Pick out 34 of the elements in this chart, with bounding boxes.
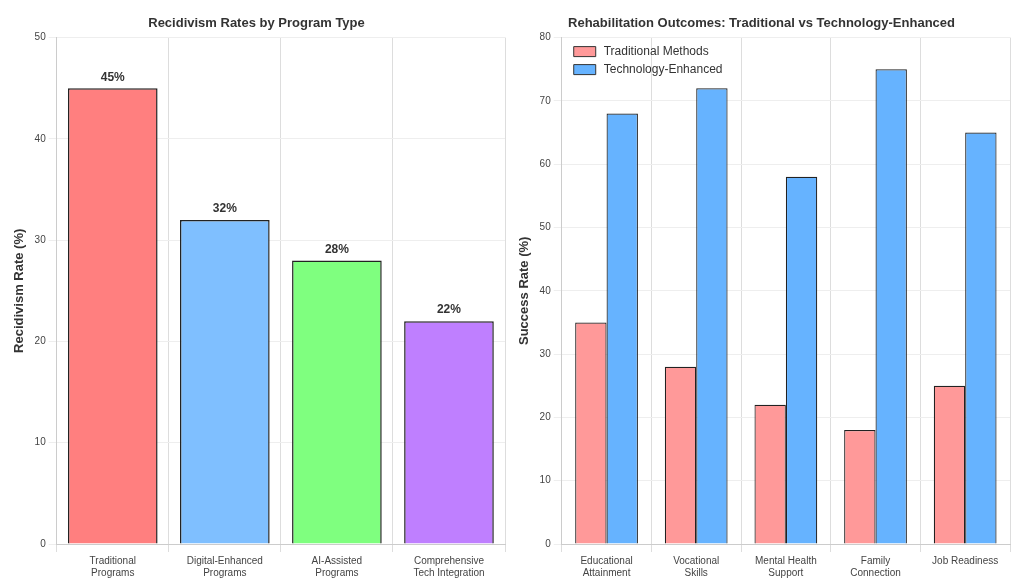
x-tick-label: AI-Assisted Programs [311,554,363,578]
x-tick-label: Comprehensive Tech Integration [413,554,485,578]
chart-title: Rehabilitation Outcomes: Traditional vs Technology-Enhanced [568,15,956,31]
x-tick-label: Traditional Programs [89,554,136,578]
y-tick-label: 30 [34,233,47,245]
y-tick-label: 60 [539,157,552,169]
y-tick-label: 40 [539,284,552,296]
y-tick-label: 70 [539,94,552,106]
x-tick-label: Job Readiness [932,554,999,566]
x-tick-label: Digital-Enhanced Programs [186,554,263,578]
y-tick-label: 40 [34,132,47,144]
y-tick-label: 0 [40,537,47,549]
y-tick-label: 0 [545,537,552,549]
y-tick-label: 10 [539,474,552,486]
legend-label: Traditional Methods [603,43,709,58]
y-axis-title: Success Rate (%) [516,236,532,345]
y-tick-label: 30 [539,347,552,359]
y-tick-label: 50 [539,221,552,233]
data-label: 45% [100,69,126,84]
x-tick-label: Family Connection [850,554,901,578]
x-tick-label: Educational Attainment [580,554,633,578]
x-tick-label: Mental Health Support [755,554,817,578]
legend-label: Technology-Enhanced [603,61,723,76]
y-tick-label: 80 [539,31,552,43]
y-tick-label: 10 [34,436,47,448]
y-tick-label: 20 [34,335,47,347]
data-label: 32% [212,201,238,216]
data-label: 22% [436,302,462,317]
chart-title: Recidivism Rates by Program Type [148,15,365,31]
y-axis-title: Recidivism Rate (%) [11,228,27,353]
y-tick-label: 50 [34,31,47,43]
x-tick-label: Vocational Skills [673,554,720,578]
y-tick-label: 20 [539,411,552,423]
data-label: 28% [324,241,350,256]
